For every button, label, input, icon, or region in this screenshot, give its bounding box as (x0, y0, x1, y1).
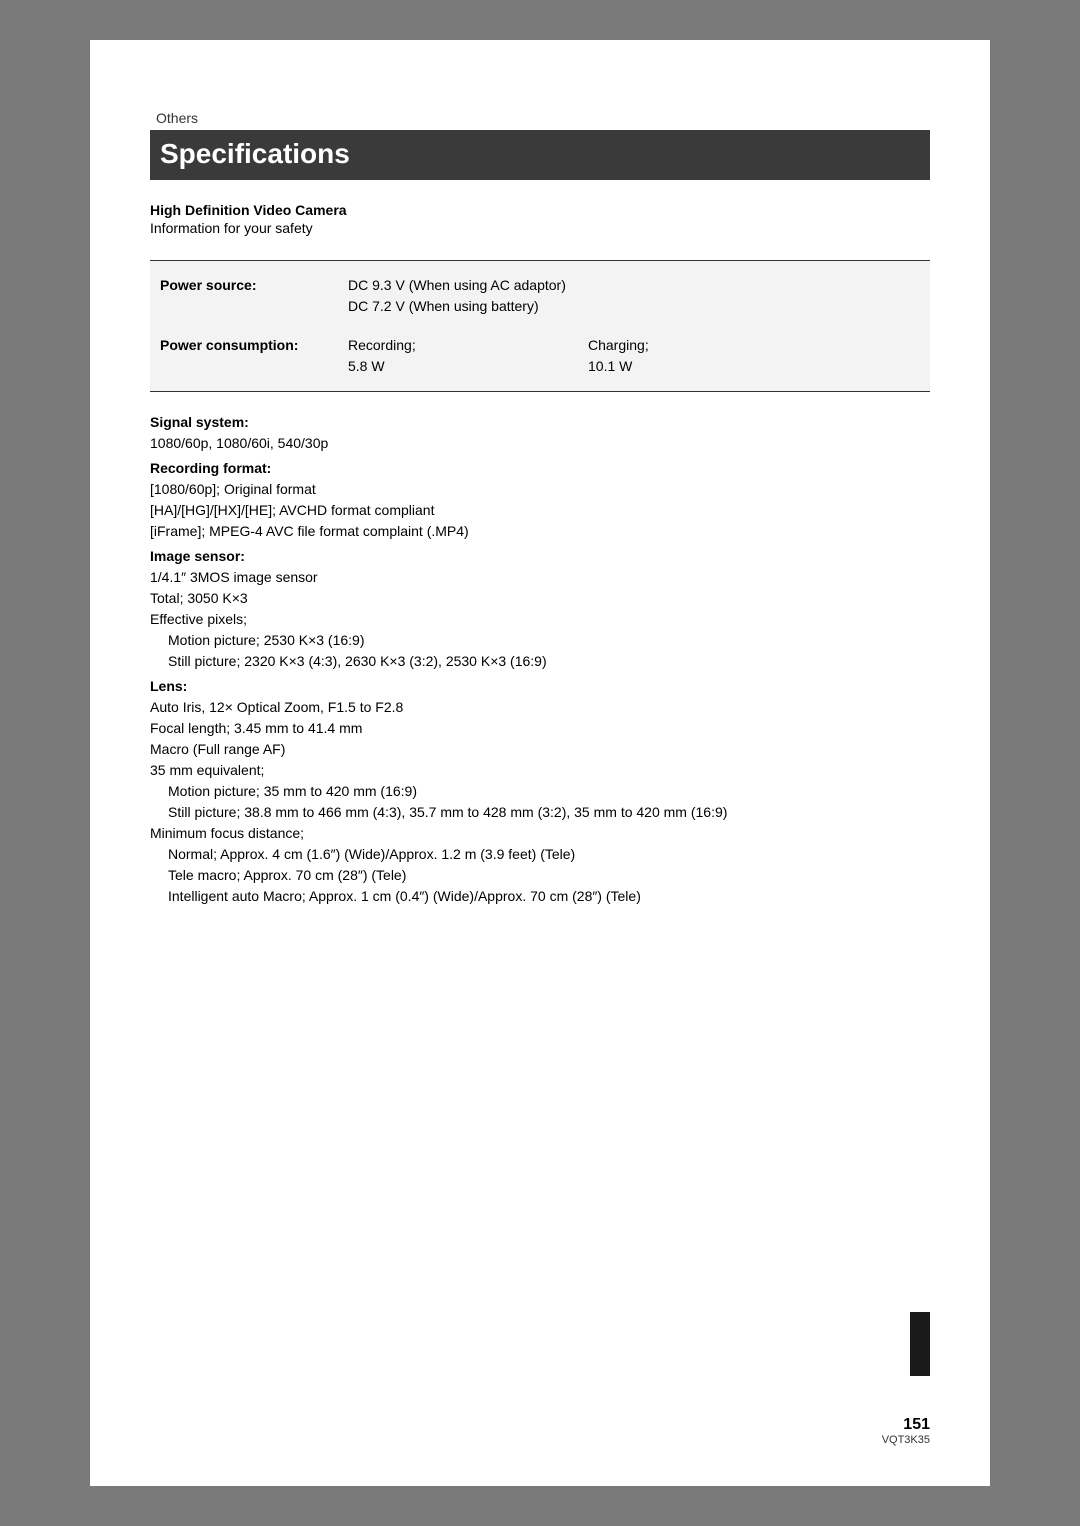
charging-label: Charging; (588, 335, 920, 356)
recording-value: 5.8 W (348, 356, 588, 377)
lens-line4: 35 mm equivalent; (150, 760, 930, 781)
section-breadcrumb: Others (150, 110, 930, 126)
footer-text-group: 151 VQT3K35 (882, 1416, 930, 1446)
power-consumption-charging: Charging; 10.1 W (588, 335, 920, 377)
lens-line8: Normal; Approx. 4 cm (1.6″) (Wide)/Appro… (150, 844, 930, 865)
power-consumption-label: Power consumption: (160, 335, 348, 377)
lens-block: Lens: Auto Iris, 12× Optical Zoom, F1.5 … (150, 676, 930, 907)
recording-format-line3: [iFrame]; MPEG-4 AVC file format complai… (150, 521, 930, 542)
lens-line5: Motion picture; 35 mm to 420 mm (16:9) (150, 781, 930, 802)
product-name: High Definition Video Camera (150, 202, 930, 218)
lens-line1: Auto Iris, 12× Optical Zoom, F1.5 to F2.… (150, 697, 930, 718)
document-code: VQT3K35 (882, 1434, 930, 1446)
power-source-values: DC 9.3 V (When using AC adaptor) DC 7.2 … (348, 275, 566, 317)
image-sensor-line5: Still picture; 2320 K×3 (4:3), 2630 K×3 … (150, 651, 930, 672)
power-source-row: Power source: DC 9.3 V (When using AC ad… (160, 275, 920, 317)
section-tab-marker (910, 1312, 930, 1376)
lens-line10: Intelligent auto Macro; Approx. 1 cm (0.… (150, 886, 930, 907)
page-number: 151 (882, 1416, 930, 1434)
recording-format-line2: [HA]/[HG]/[HX]/[HE]; AVCHD format compli… (150, 500, 930, 521)
power-source-label: Power source: (160, 275, 348, 317)
lens-line6: Still picture; 38.8 mm to 466 mm (4:3), … (150, 802, 930, 823)
power-consumption-row: Power consumption: Recording; 5.8 W Char… (160, 335, 920, 377)
signal-system-block: Signal system: 1080/60p, 1080/60i, 540/3… (150, 412, 930, 454)
image-sensor-line3: Effective pixels; (150, 609, 930, 630)
power-source-battery: DC 7.2 V (When using battery) (348, 296, 566, 317)
image-sensor-block: Image sensor: 1/4.1″ 3MOS image sensor T… (150, 546, 930, 672)
lens-line7: Minimum focus distance; (150, 823, 930, 844)
image-sensor-heading: Image sensor: (150, 546, 930, 567)
page-footer: 151 VQT3K35 (150, 1416, 930, 1446)
recording-format-line1: [1080/60p]; Original format (150, 479, 930, 500)
page-title: Specifications (150, 130, 930, 180)
lens-line3: Macro (Full range AF) (150, 739, 930, 760)
document-page: Others Specifications High Definition Vi… (90, 40, 990, 1486)
recording-label: Recording; (348, 335, 588, 356)
signal-system-value: 1080/60p, 1080/60i, 540/30p (150, 433, 930, 454)
power-consumption-recording: Recording; 5.8 W (348, 335, 588, 377)
signal-system-heading: Signal system: (150, 412, 930, 433)
power-source-ac: DC 9.3 V (When using AC adaptor) (348, 275, 566, 296)
charging-value: 10.1 W (588, 356, 920, 377)
image-sensor-line2: Total; 3050 K×3 (150, 588, 930, 609)
content-area: Others Specifications High Definition Vi… (150, 110, 930, 1376)
power-spec-box: Power source: DC 9.3 V (When using AC ad… (150, 260, 930, 392)
recording-format-block: Recording format: [1080/60p]; Original f… (150, 458, 930, 542)
image-sensor-line4: Motion picture; 2530 K×3 (16:9) (150, 630, 930, 651)
safety-info-label: Information for your safety (150, 220, 930, 236)
lens-line2: Focal length; 3.45 mm to 41.4 mm (150, 718, 930, 739)
recording-format-heading: Recording format: (150, 458, 930, 479)
lens-heading: Lens: (150, 676, 930, 697)
lens-line9: Tele macro; Approx. 70 cm (28″) (Tele) (150, 865, 930, 886)
image-sensor-line1: 1/4.1″ 3MOS image sensor (150, 567, 930, 588)
